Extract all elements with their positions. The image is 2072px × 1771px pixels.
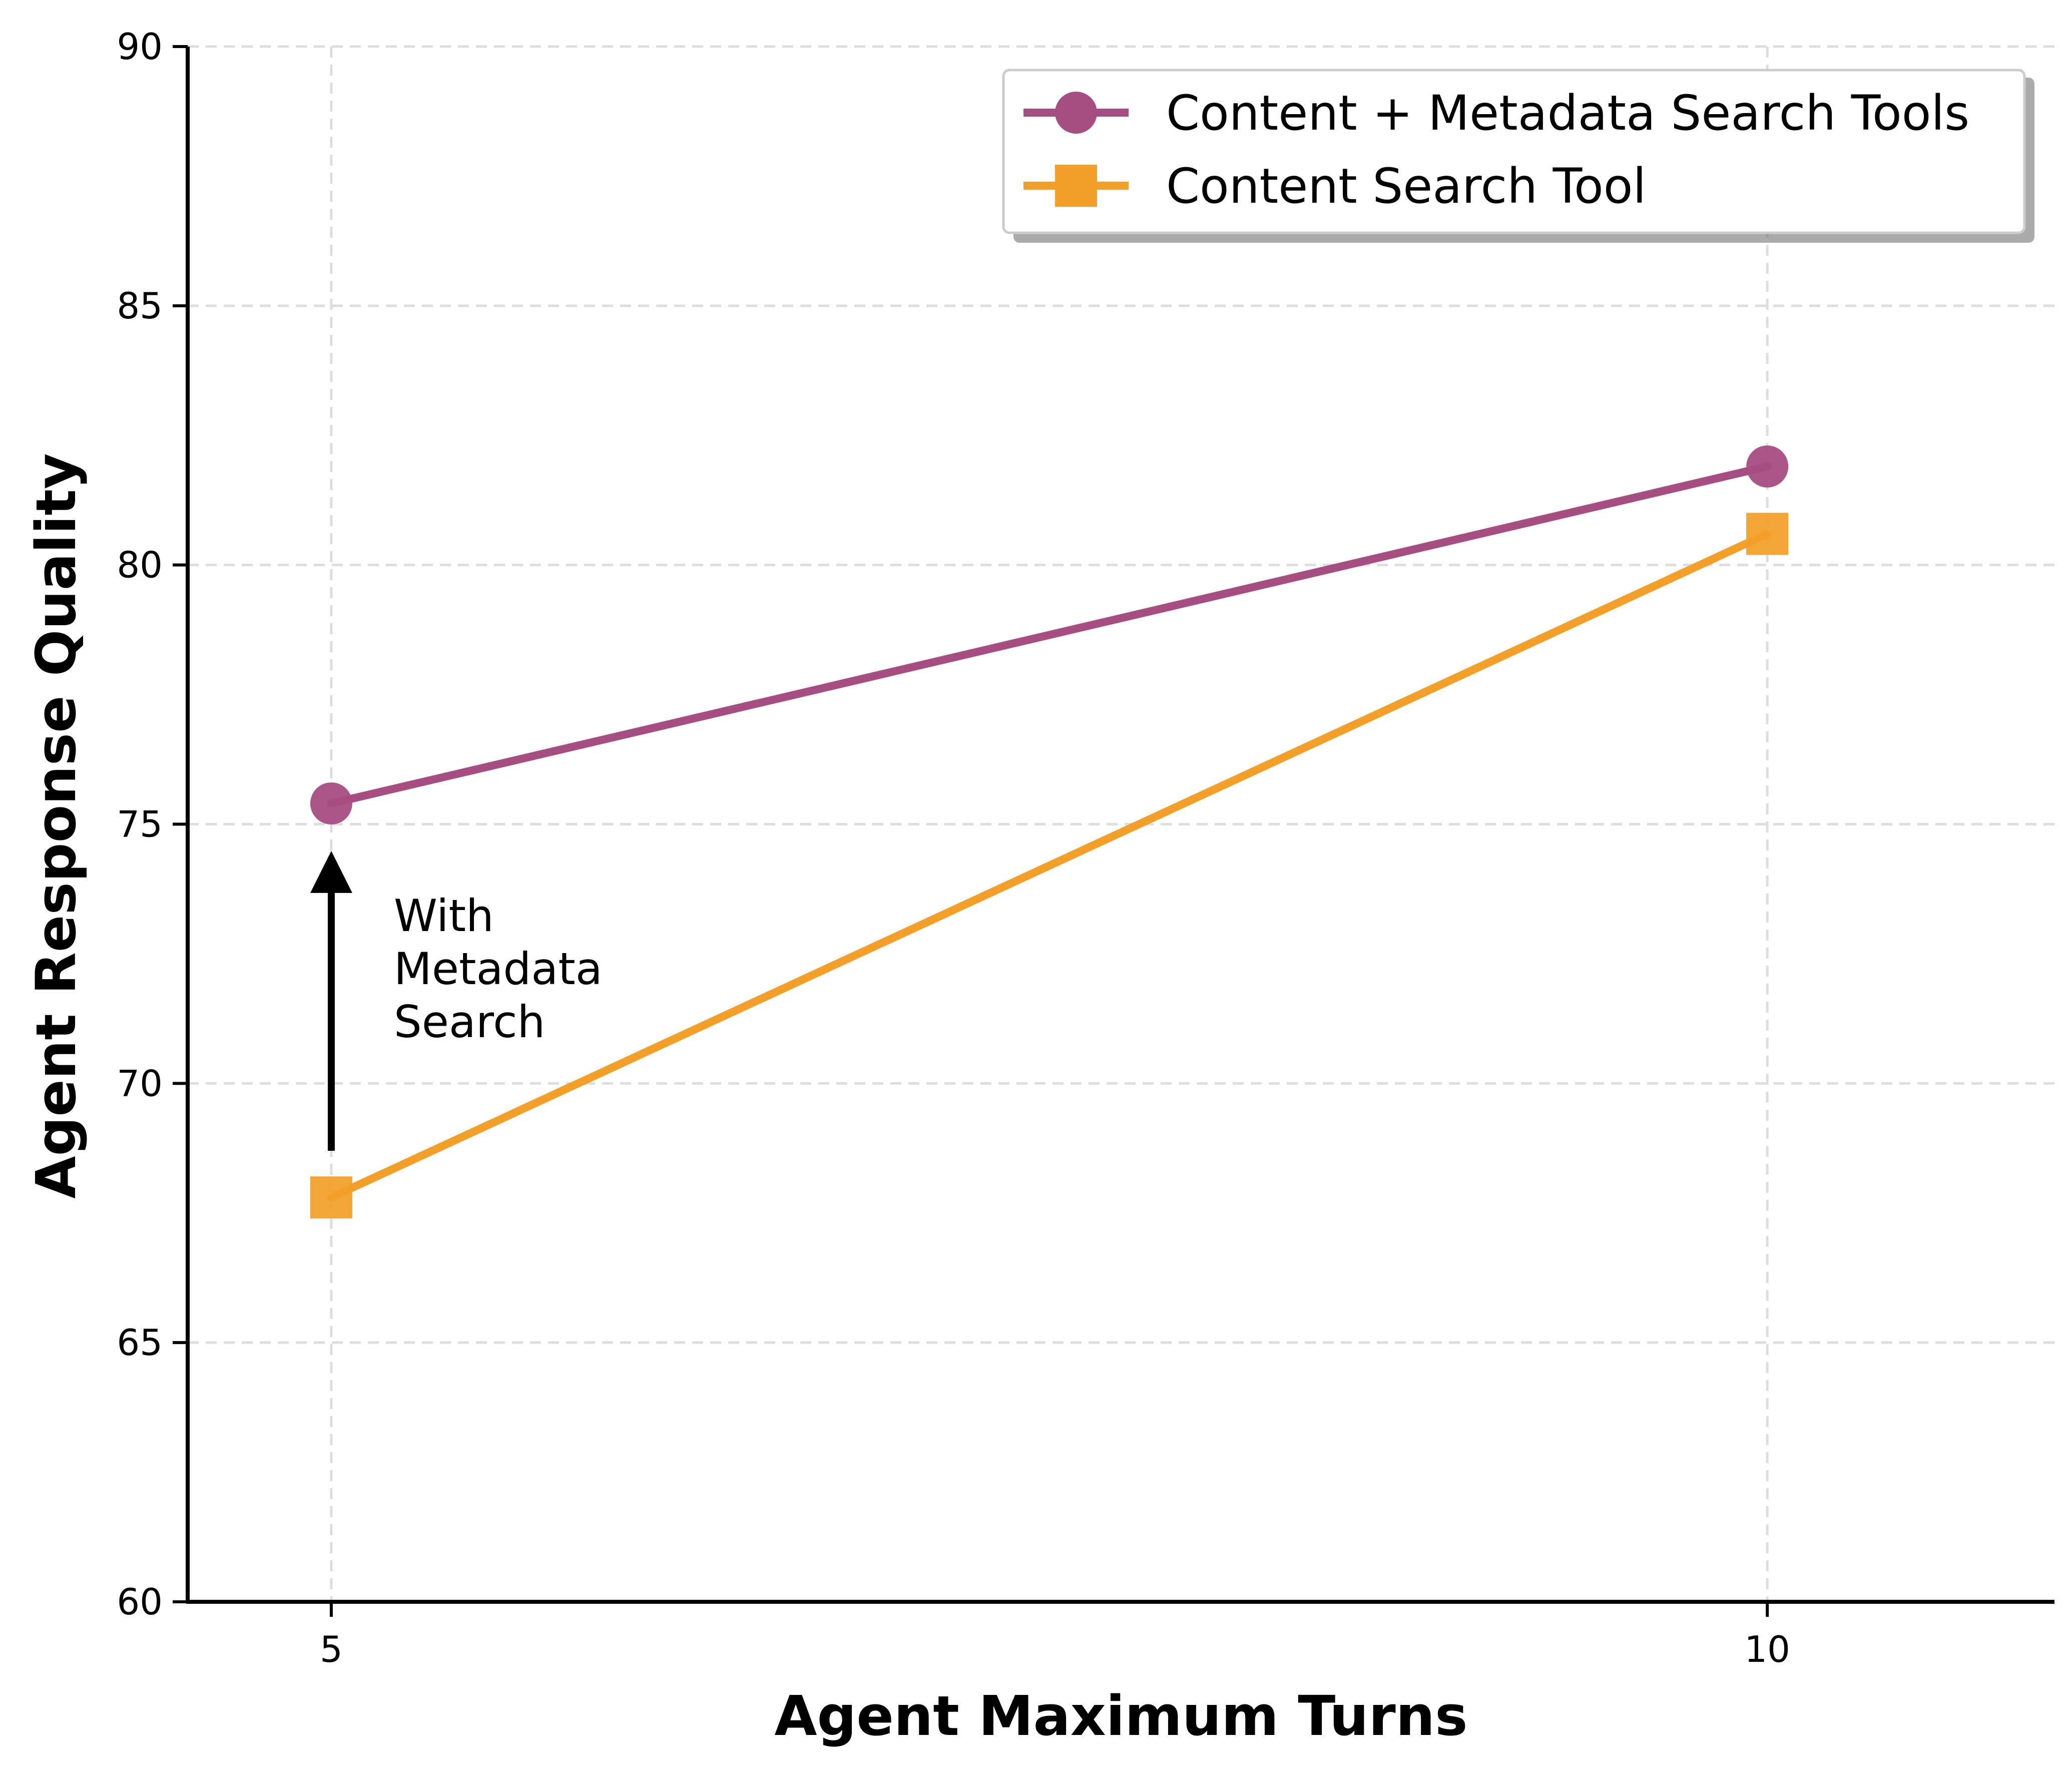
- x-axis-title: Agent Maximum Turns: [774, 1684, 1467, 1748]
- data-point: [1746, 445, 1789, 488]
- y-tick-label: 60: [117, 1581, 163, 1623]
- y-tick-label: 85: [117, 285, 163, 327]
- axes: [173, 45, 2054, 1617]
- y-tick-label: 65: [117, 1321, 163, 1364]
- legend-marker: [1055, 165, 1097, 207]
- y-tick-label: 70: [117, 1062, 163, 1104]
- series-line-0: [327, 462, 1772, 808]
- y-axis-title: Agent Response Quality: [24, 453, 88, 1198]
- series-line-1: [327, 530, 1772, 1202]
- x-tick-label: 5: [320, 1628, 343, 1670]
- tick-labels: 60 65 70 75 80 85 90 5 10: [117, 26, 1790, 1670]
- grid-lines: [188, 45, 2054, 1602]
- annotation-text: Search: [394, 996, 545, 1048]
- y-tick-label: 75: [117, 803, 163, 845]
- legend-label: Content + Metadata Search Tools: [1166, 85, 1969, 141]
- data-point: [1746, 513, 1789, 555]
- annotation-text: With: [394, 890, 494, 942]
- data-point: [310, 782, 352, 825]
- legend: Content + Metadata Search Tools Content S…: [1002, 69, 2034, 243]
- legend-label: Content Search Tool: [1166, 158, 1646, 214]
- series-group: [310, 445, 1789, 1219]
- y-tick-label: 80: [117, 544, 163, 586]
- x-tick-label: 10: [1744, 1628, 1790, 1670]
- data-point: [310, 1176, 352, 1219]
- annotation-text: Metadata: [394, 943, 603, 995]
- y-tick-label: 90: [117, 26, 163, 68]
- legend-marker: [1055, 92, 1097, 134]
